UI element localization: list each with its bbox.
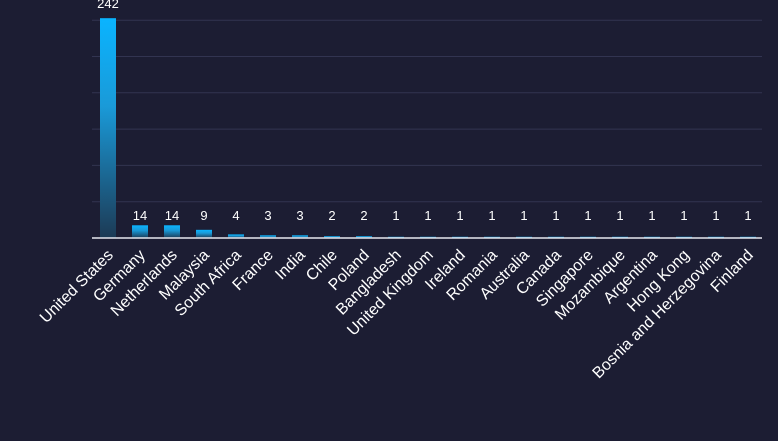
data-label: 2 xyxy=(328,208,335,223)
data-label: 1 xyxy=(584,208,591,223)
data-label: 1 xyxy=(520,208,527,223)
bar xyxy=(100,18,116,238)
data-label: 14 xyxy=(165,208,179,223)
data-label: 1 xyxy=(488,208,495,223)
data-label: 1 xyxy=(616,208,623,223)
bar xyxy=(196,229,212,238)
data-label: 1 xyxy=(648,208,655,223)
bar xyxy=(356,236,372,238)
data-label: 3 xyxy=(296,208,303,223)
category-labels: United StatesGermanyNetherlandsMalaysiaS… xyxy=(37,247,757,382)
data-label: 4 xyxy=(232,208,239,223)
category-label: India xyxy=(272,247,309,284)
bar xyxy=(324,236,340,238)
data-label: 1 xyxy=(456,208,463,223)
data-label: 14 xyxy=(133,208,147,223)
data-label: 1 xyxy=(744,208,751,223)
bars xyxy=(100,18,756,238)
gridlines xyxy=(92,19,762,203)
data-label: 242 xyxy=(97,0,119,11)
data-label: 9 xyxy=(200,208,207,223)
bar xyxy=(260,235,276,238)
bar xyxy=(132,225,148,238)
data-label: 1 xyxy=(392,208,399,223)
bar xyxy=(164,225,180,238)
data-label: 1 xyxy=(712,208,719,223)
data-label: 1 xyxy=(424,208,431,223)
data-label: 3 xyxy=(264,208,271,223)
bar xyxy=(228,234,244,238)
data-label: 1 xyxy=(552,208,559,223)
data-label: 2 xyxy=(360,208,367,223)
bar xyxy=(292,235,308,238)
data-labels: 242 14 14 9 4 3 3 2 2 1 1 1 1 1 1 1 1 1 1 1 1 xyxy=(97,0,751,223)
data-label: 1 xyxy=(680,208,687,223)
